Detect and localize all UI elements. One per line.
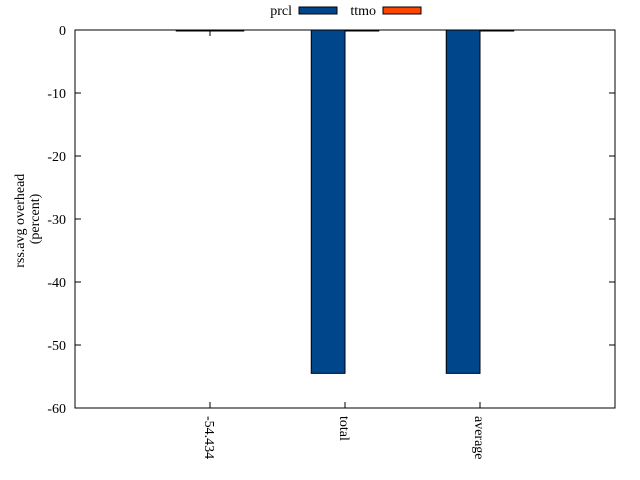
y-axis-ticks: 0 -10 -20 -30 -40 -50 -60 [47,24,615,417]
y-tick-label: 0 [59,24,66,39]
x-tick-label: total [336,416,351,441]
bars-group [175,29,515,374]
legend-swatch-ttmo [382,6,422,15]
y-tick-label: -60 [47,402,66,417]
y-tick-label: -20 [47,150,66,165]
y-tick-label: -10 [47,87,66,102]
y-axis-title-line1: rss.avg overhead [13,174,28,268]
legend: prcl ttmo [270,4,422,19]
legend-label-prcl: prcl [270,4,292,19]
y-axis-title: rss.avg overhead (percent) [13,170,43,268]
legend-swatch-prcl [298,6,338,15]
x-axis-ticks: -54.434 total average [201,30,486,460]
y-tick-label: -30 [47,213,66,228]
x-tick-label: average [471,416,486,460]
bar-prcl-1 [310,29,346,374]
y-tick-label: -40 [47,276,66,291]
x-tick-label: -54.434 [201,416,216,459]
y-tick-label: -50 [47,339,66,354]
bar-prcl-2 [445,29,481,374]
legend-label-ttmo: ttmo [350,4,376,19]
plot-frame [74,29,616,409]
y-axis-title-line2: (percent) [28,193,43,244]
